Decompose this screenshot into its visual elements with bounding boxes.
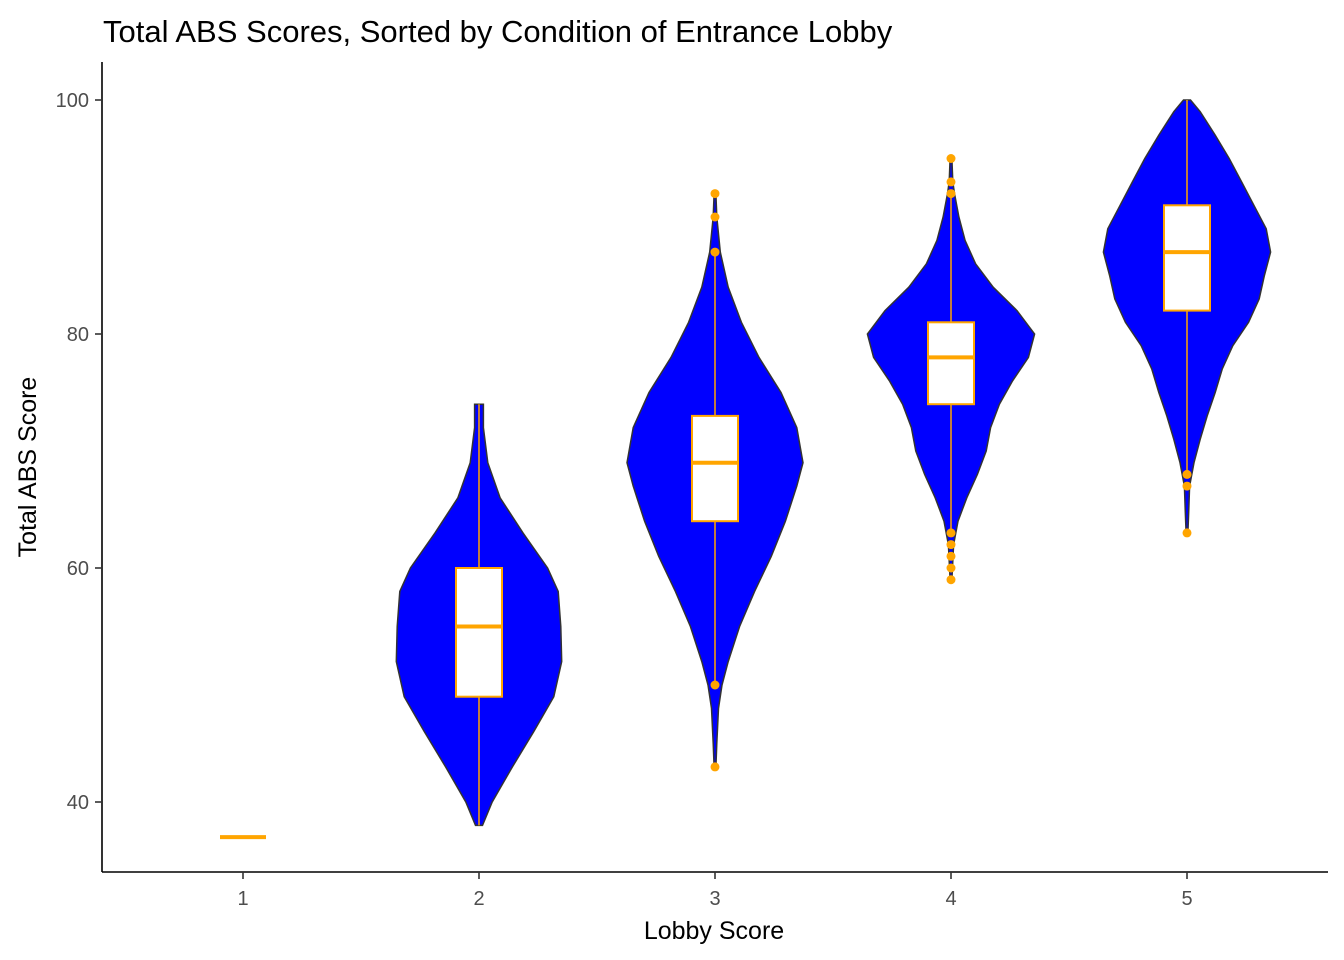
outlier-point (710, 247, 720, 257)
box-4 (927, 321, 975, 406)
outlier-point (946, 177, 956, 187)
x-tick-label: 3 (709, 888, 720, 910)
x-axis-ticks: 1 2 3 4 5 (237, 872, 1193, 910)
outlier-point (1182, 469, 1192, 479)
box-5 (1163, 204, 1211, 312)
box-3 (691, 414, 739, 523)
outlier-point (710, 189, 720, 199)
x-tick-label: 2 (473, 888, 484, 910)
outlier-point (710, 762, 720, 772)
outlier-point (946, 528, 956, 538)
outlier-point (710, 212, 720, 222)
outlier-point (946, 540, 956, 550)
outlier-point (946, 551, 956, 561)
outlier-point (1182, 528, 1192, 538)
outlier-point (946, 563, 956, 573)
y-tick-label: 60 (67, 558, 89, 580)
y-axis-ticks: 40 60 80 100 (56, 90, 102, 814)
plot-area (220, 99, 1272, 840)
x-axis-title: Lobby Score (644, 917, 784, 945)
series-group-4 (866, 154, 1036, 585)
y-tick-label: 40 (67, 792, 89, 814)
y-tick-label: 100 (56, 90, 89, 112)
series-group-3 (626, 189, 804, 772)
outlier-point (946, 189, 956, 199)
series-group-2 (395, 403, 563, 827)
box-2 (455, 567, 503, 698)
chart-title: Total ABS Scores, Sorted by Condition of… (103, 14, 893, 49)
x-tick-label: 1 (237, 888, 248, 910)
outlier-point (1182, 481, 1192, 491)
x-tick-label: 5 (1181, 888, 1192, 910)
x-tick-label: 4 (945, 888, 956, 910)
outlier-point (946, 154, 956, 163)
y-axis-title: Total ABS Score (14, 377, 42, 558)
series-group-5 (1102, 99, 1272, 538)
outlier-point (946, 575, 956, 585)
outlier-point (710, 680, 720, 690)
y-tick-label: 80 (67, 324, 89, 346)
